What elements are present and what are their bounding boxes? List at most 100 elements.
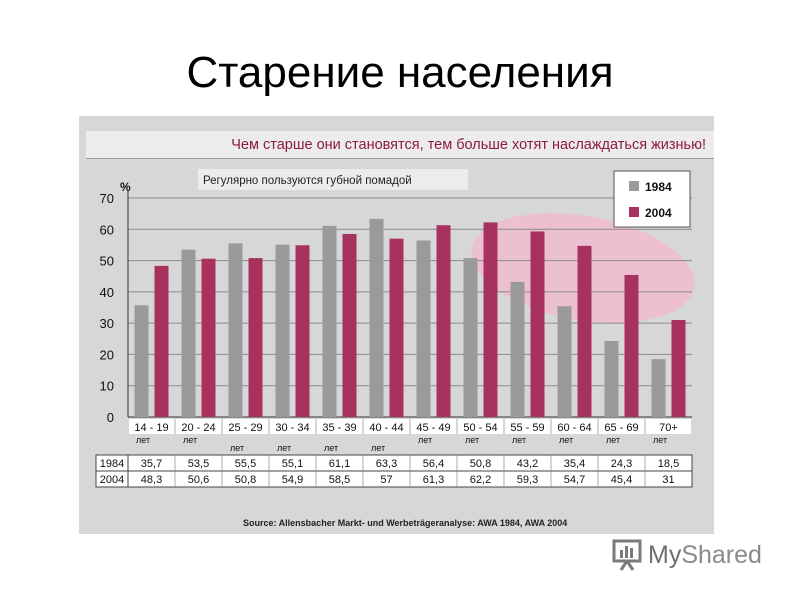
bar-1984 bbox=[651, 359, 666, 417]
table-cell: 55,5 bbox=[235, 458, 256, 470]
y-axis-label: % bbox=[120, 180, 131, 194]
bar-2004 bbox=[342, 233, 357, 417]
bar-1984 bbox=[369, 218, 384, 417]
category-label: 60 - 64 bbox=[557, 422, 591, 434]
myshared-logo: My Shared bbox=[612, 538, 762, 572]
logo-text-shared: Shared bbox=[681, 540, 762, 569]
table-cell: 55,1 bbox=[282, 458, 303, 470]
legend-swatch-2004 bbox=[629, 207, 639, 217]
category-unit-label: лет bbox=[512, 435, 526, 445]
slide-title: Старение населения bbox=[186, 48, 614, 97]
presentation-icon bbox=[612, 539, 642, 571]
category-label: 45 - 49 bbox=[416, 422, 450, 434]
legend-box bbox=[613, 170, 691, 228]
bar-1984 bbox=[134, 305, 149, 417]
category-label: 14 - 19 bbox=[134, 422, 168, 434]
category-label-box bbox=[505, 419, 550, 434]
chart-headline: Чем старше они становятся, тем больше хо… bbox=[86, 131, 714, 159]
category-label-box bbox=[223, 419, 268, 434]
bar-1984 bbox=[181, 249, 196, 417]
table-row-header: 1984 bbox=[100, 458, 124, 470]
table-cell: 18,5 bbox=[658, 458, 679, 470]
logo-text-my: My bbox=[648, 540, 682, 569]
table-cell: 43,2 bbox=[517, 458, 538, 470]
table-cell: 54,7 bbox=[564, 474, 585, 486]
table-cell: 61,3 bbox=[423, 474, 444, 486]
category-label-box bbox=[176, 419, 221, 434]
category-unit-label: лет bbox=[183, 435, 197, 445]
category-unit-label: лет bbox=[371, 443, 385, 453]
legend-swatch-1984 bbox=[629, 181, 639, 191]
category-label: 50 - 54 bbox=[463, 422, 497, 434]
category-unit-label: лет bbox=[230, 443, 244, 453]
bar-2004 bbox=[248, 258, 263, 417]
y-tick-label: 30 bbox=[100, 316, 114, 331]
table-cell: 50,8 bbox=[235, 474, 256, 486]
category-label-box bbox=[646, 419, 691, 434]
bar-2004 bbox=[436, 225, 451, 417]
y-tick-label: 20 bbox=[100, 347, 114, 362]
table-cell: 56,4 bbox=[423, 458, 444, 470]
y-tick-label: 60 bbox=[100, 222, 114, 237]
table-cell: 35,7 bbox=[141, 458, 162, 470]
table-cell: 62,2 bbox=[470, 474, 491, 486]
source-note: Source: Allensbacher Markt- und Werbeträ… bbox=[243, 518, 568, 528]
y-tick-label: 40 bbox=[100, 285, 114, 300]
table-cell: 48,3 bbox=[141, 474, 162, 486]
bar-2004 bbox=[154, 265, 169, 417]
table-row-header: 2004 bbox=[100, 474, 124, 486]
bar-1984 bbox=[604, 340, 619, 417]
category-unit-label: лет bbox=[277, 443, 291, 453]
table-cell: 45,4 bbox=[611, 474, 632, 486]
y-tick-label: 10 bbox=[100, 379, 114, 394]
chart-subtitle: Регулярно пользуются губной помадой bbox=[203, 175, 412, 187]
legend-label-1984: 1984 bbox=[645, 180, 672, 194]
bar-2004 bbox=[201, 258, 216, 417]
bar-2004 bbox=[483, 222, 498, 417]
category-label-box bbox=[270, 419, 315, 434]
category-label: 65 - 69 bbox=[604, 422, 638, 434]
category-label: 55 - 59 bbox=[510, 422, 544, 434]
y-tick-label: 50 bbox=[100, 254, 114, 269]
bar-1984 bbox=[275, 244, 290, 417]
category-label: 20 - 24 bbox=[181, 422, 215, 434]
table-cell: 57 bbox=[380, 474, 392, 486]
bar-2004 bbox=[624, 274, 639, 417]
category-label: 25 - 29 bbox=[228, 422, 262, 434]
legend-label-2004: 2004 bbox=[645, 206, 672, 220]
bar-1984 bbox=[416, 240, 431, 417]
y-tick-label: 70 bbox=[100, 191, 114, 206]
bar-1984 bbox=[463, 258, 478, 417]
category-unit-label: лет bbox=[559, 435, 573, 445]
category-unit-label: лет bbox=[606, 435, 620, 445]
table-cell: 50,8 bbox=[470, 458, 491, 470]
bar-1984 bbox=[510, 281, 525, 417]
category-unit-label: лет bbox=[418, 435, 432, 445]
category-label-box bbox=[411, 419, 456, 434]
table-cell: 54,9 bbox=[282, 474, 303, 486]
table-cell: 61,1 bbox=[329, 458, 350, 470]
bar-1984 bbox=[322, 225, 337, 417]
table-cell: 31 bbox=[662, 474, 674, 486]
table-cell: 24,3 bbox=[611, 458, 632, 470]
category-label: 40 - 44 bbox=[369, 422, 403, 434]
table-cell: 50,6 bbox=[188, 474, 209, 486]
category-label-box bbox=[599, 419, 644, 434]
bar-2004 bbox=[389, 238, 404, 417]
category-unit-label: лет bbox=[653, 435, 667, 445]
bar-1984 bbox=[228, 243, 243, 417]
category-label-box bbox=[317, 419, 362, 434]
table-cell: 58,5 bbox=[329, 474, 350, 486]
category-label-box bbox=[129, 419, 174, 434]
category-label: 30 - 34 bbox=[275, 422, 309, 434]
y-tick-label: 0 bbox=[107, 410, 114, 425]
category-label-box bbox=[552, 419, 597, 434]
category-label-box bbox=[364, 419, 409, 434]
category-unit-label: лет bbox=[136, 435, 150, 445]
category-label-box bbox=[458, 419, 503, 434]
bar-1984 bbox=[557, 306, 572, 417]
bar-2004 bbox=[295, 245, 310, 417]
category-unit-label: лет bbox=[465, 435, 479, 445]
table-cell: 35,4 bbox=[564, 458, 585, 470]
